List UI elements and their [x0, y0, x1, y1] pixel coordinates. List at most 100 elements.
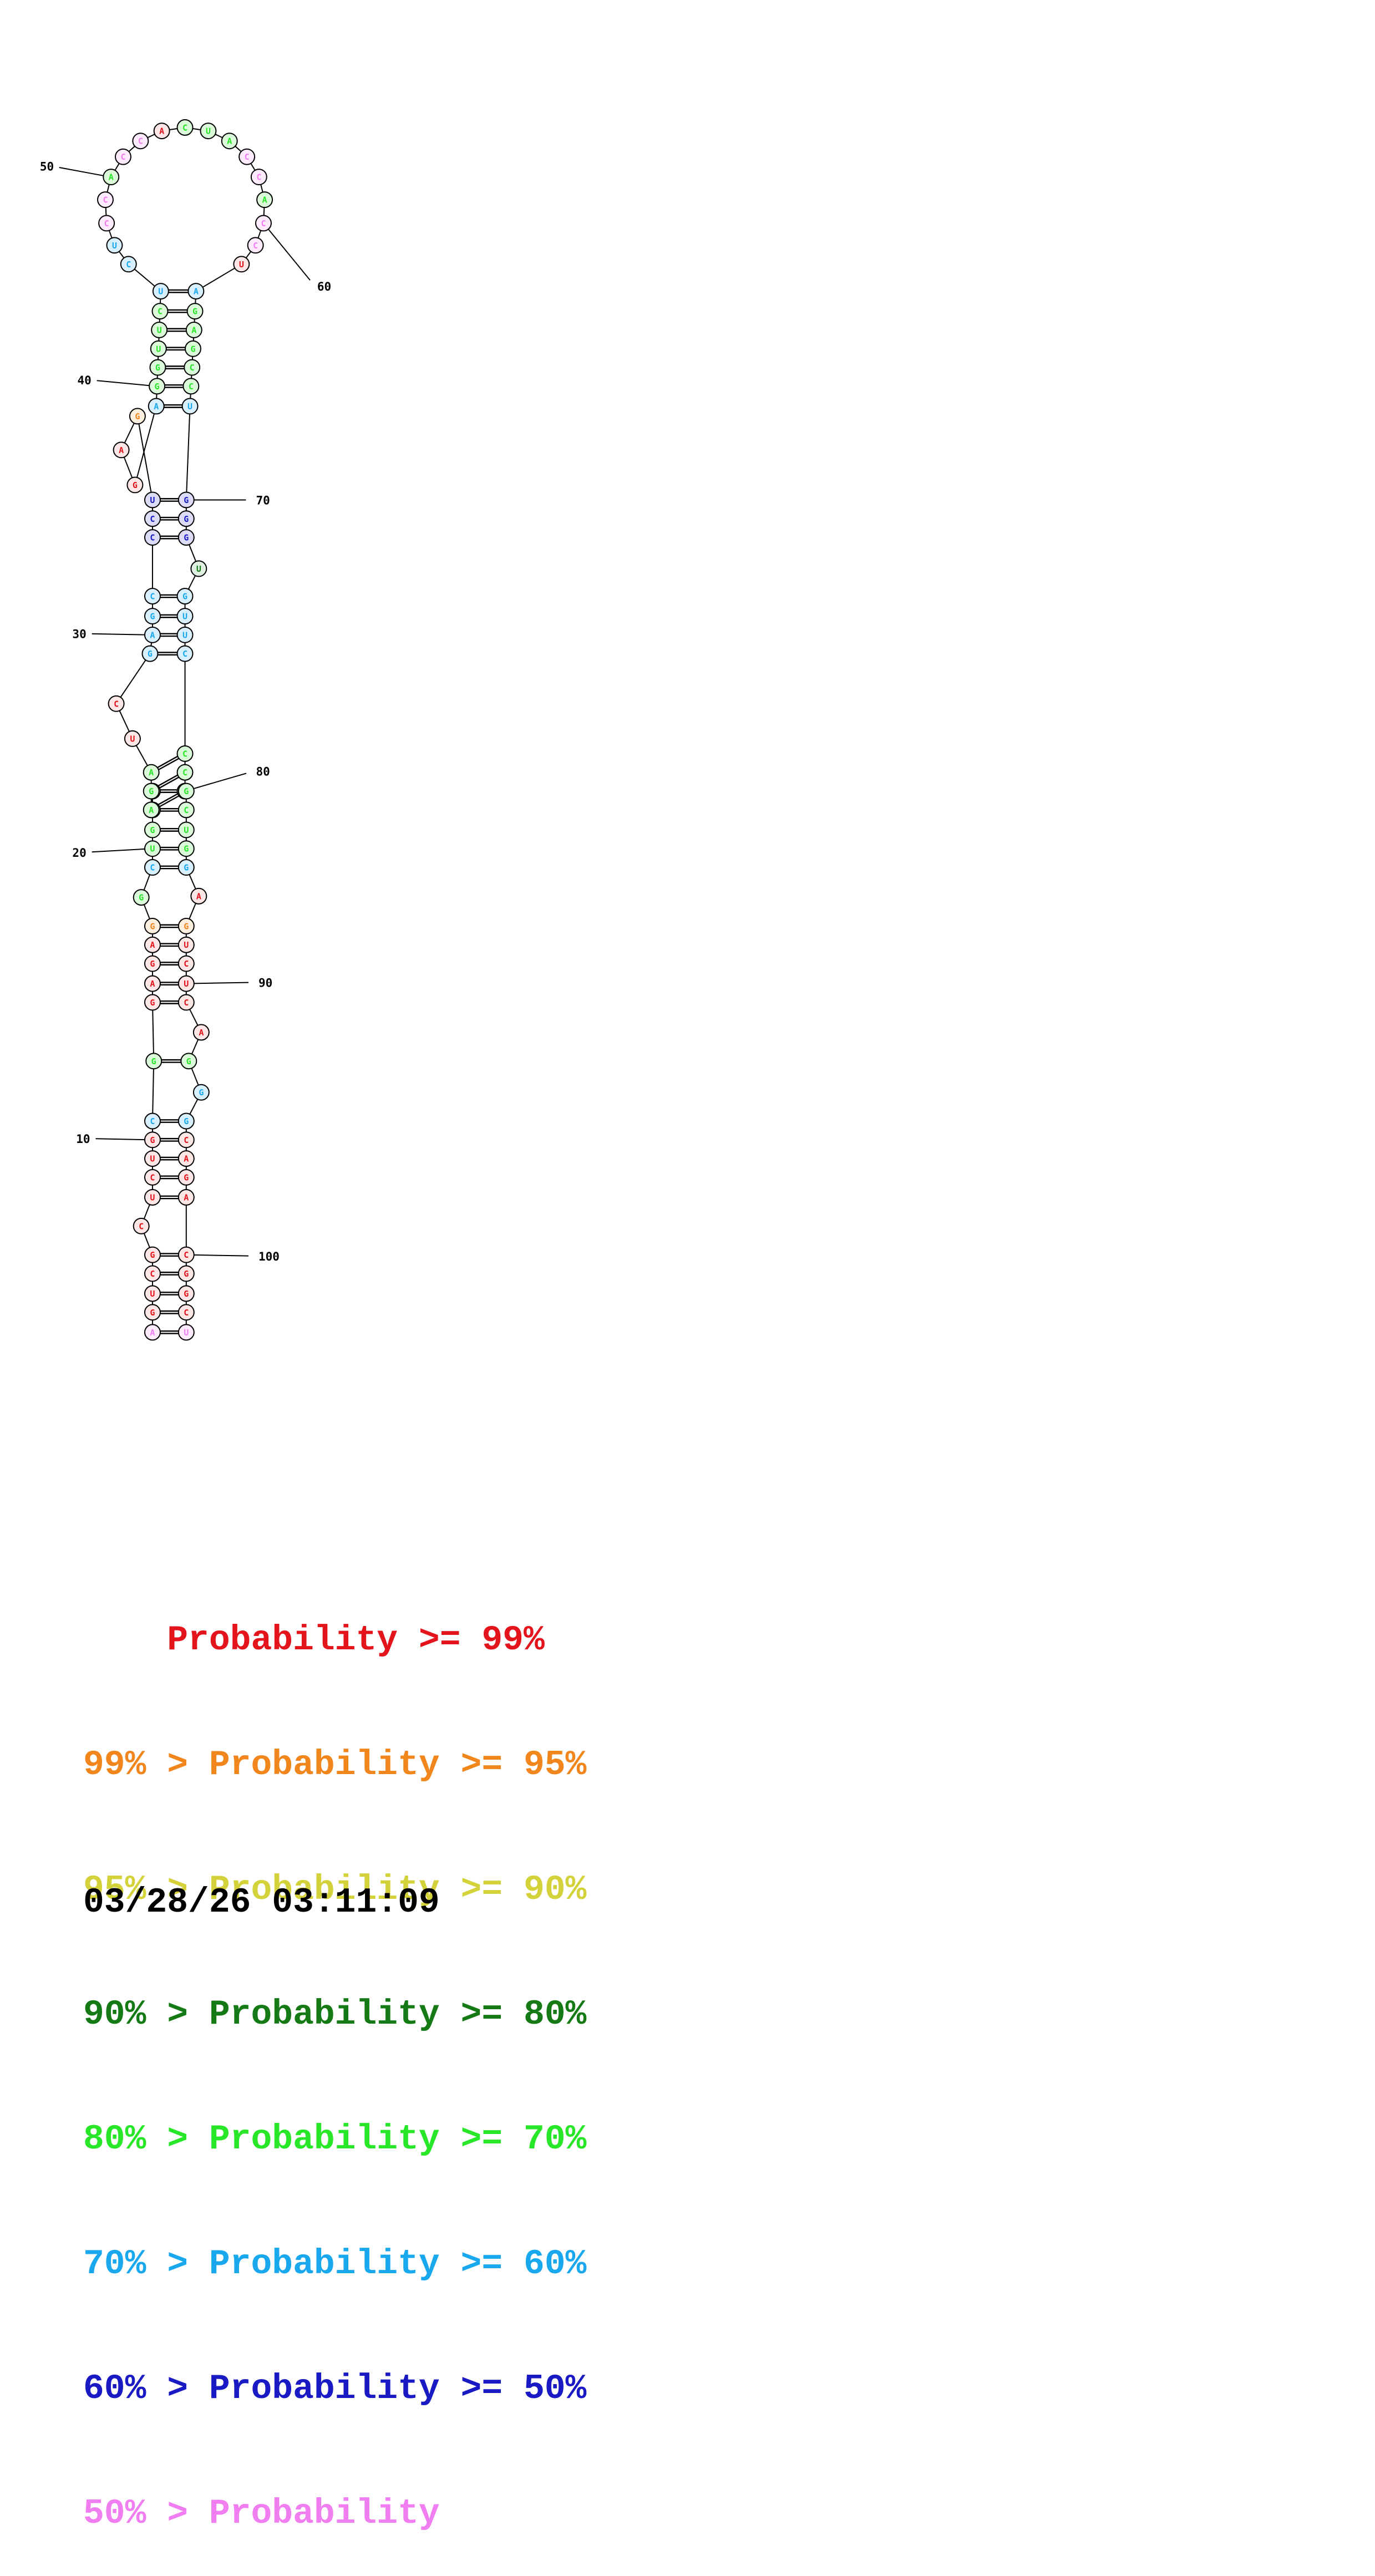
nucleotide-letter: U: [156, 344, 161, 354]
nucleotide-letter: C: [182, 649, 187, 659]
nucleotide-letter: C: [150, 533, 155, 543]
nucleotide-letter: G: [184, 921, 189, 931]
legend-row: 90% > Probability >= 80%: [83, 1994, 586, 2035]
nucleotide-letter: G: [192, 307, 197, 317]
nucleotide-letter: U: [184, 979, 189, 989]
nucleotide: C: [134, 1218, 149, 1234]
nucleotide: G: [145, 956, 160, 972]
nucleotide: U: [151, 341, 166, 357]
nucleotide: G: [177, 588, 193, 604]
nucleotide-letter: C: [150, 1269, 155, 1279]
nucleotide-letter: G: [184, 1269, 189, 1279]
nucleotide-letter: G: [148, 649, 153, 659]
nucleotide: G: [145, 822, 160, 837]
nucleotide-letter: G: [184, 1116, 189, 1126]
tick-line: [97, 380, 149, 385]
nucleotide-letter: A: [150, 940, 155, 950]
legend-row: 60% > Probability >= 50%: [83, 2368, 586, 2410]
nucleotide: C: [179, 956, 194, 972]
nucleotide: C: [145, 588, 160, 604]
nucleotide-letter: A: [159, 126, 164, 136]
nucleotide: U: [153, 283, 169, 299]
nucleotide-letter: A: [184, 1154, 189, 1164]
tick-label: 50: [40, 160, 54, 174]
nucleotide: G: [142, 646, 158, 662]
backbone-segment: [119, 252, 124, 258]
nucleotide: C: [239, 149, 255, 165]
nucleotide: G: [149, 378, 165, 394]
nucleotide-letter: G: [182, 591, 187, 601]
backbone-segment: [189, 875, 195, 889]
nucleotide-letter: U: [206, 126, 211, 136]
nucleotide-letter: G: [149, 786, 154, 796]
nucleotide-letter: U: [184, 825, 189, 835]
nucleotide: G: [181, 1053, 196, 1069]
nucleotide-letter: U: [112, 241, 117, 251]
base-pair-bond: [158, 756, 177, 768]
backbone-segment: [169, 129, 177, 130]
nucleotide-letter: C: [182, 768, 187, 778]
nucleotide: G: [179, 492, 194, 507]
nucleotide: G: [179, 1114, 194, 1129]
nucleotide-letter: G: [184, 844, 189, 854]
nucleotide: A: [194, 1025, 209, 1040]
nucleotide: C: [145, 530, 160, 545]
nucleotide: G: [185, 341, 201, 357]
nucleotide-letter: A: [150, 979, 155, 989]
nucleotide-letter: G: [155, 363, 160, 373]
backbone-segment: [136, 745, 148, 765]
tick-line: [59, 167, 104, 176]
nucleotide: C: [179, 1304, 194, 1320]
nucleotide-letter: A: [227, 136, 232, 146]
nucleotide-letter: A: [184, 1192, 189, 1202]
tick-label: 90: [258, 976, 272, 989]
nucleotide: A: [154, 123, 170, 139]
nucleotide-letter: U: [150, 1192, 155, 1202]
nucleotide-letter: G: [184, 495, 189, 505]
backbone-segment: [107, 185, 109, 192]
nucleotide-letter: A: [119, 445, 124, 455]
nucleotide: C: [145, 1170, 160, 1185]
base-pair-bond: [159, 796, 179, 807]
nucleotide-letter: C: [120, 152, 125, 162]
nucleotide: A: [179, 1151, 194, 1166]
nucleotide-letter: U: [196, 564, 201, 574]
nucleotide: G: [144, 784, 159, 799]
backbone-segment: [189, 576, 195, 590]
backbone-segment: [190, 1009, 198, 1025]
tick-line: [194, 983, 248, 984]
nucleotide: G: [179, 918, 194, 934]
backbone-segment: [119, 710, 129, 731]
nucleotide-letter: A: [149, 805, 154, 815]
nucleotide-letter: G: [184, 533, 189, 543]
tick-line: [268, 229, 310, 280]
nucleotide-letter: C: [150, 514, 155, 524]
nucleotide: U: [145, 492, 160, 507]
nucleotide-letter: C: [190, 363, 195, 373]
backbone-segment: [251, 164, 255, 170]
nucleotide: U: [177, 627, 193, 643]
nucleotide: U: [145, 1151, 160, 1166]
nucleotide: C: [145, 860, 160, 875]
nucleotide: G: [194, 1085, 209, 1100]
nucleotide: C: [115, 149, 131, 165]
nucleotide: C: [133, 133, 148, 149]
nucleotide: U: [125, 731, 140, 746]
nucleotide-letter: U: [150, 844, 155, 854]
nucleotide-letter: U: [130, 734, 135, 744]
nucleotide-letter: A: [191, 325, 196, 335]
nucleotide: A: [144, 802, 159, 817]
tick-line: [92, 634, 145, 635]
tick-line: [95, 1139, 144, 1140]
nucleotide: G: [179, 860, 194, 875]
nucleotide-letter: C: [184, 998, 189, 1008]
nucleotide-letter: G: [155, 382, 160, 392]
nucleotide: A: [149, 398, 164, 414]
nucleotide-letter: C: [138, 136, 143, 146]
backbone-segment: [153, 1069, 154, 1113]
nucleotide: C: [177, 765, 193, 780]
nucleotide: G: [179, 1286, 194, 1302]
tick-line: [92, 849, 145, 852]
nucleotide-letter: G: [150, 612, 155, 622]
nucleotide: C: [248, 237, 263, 253]
